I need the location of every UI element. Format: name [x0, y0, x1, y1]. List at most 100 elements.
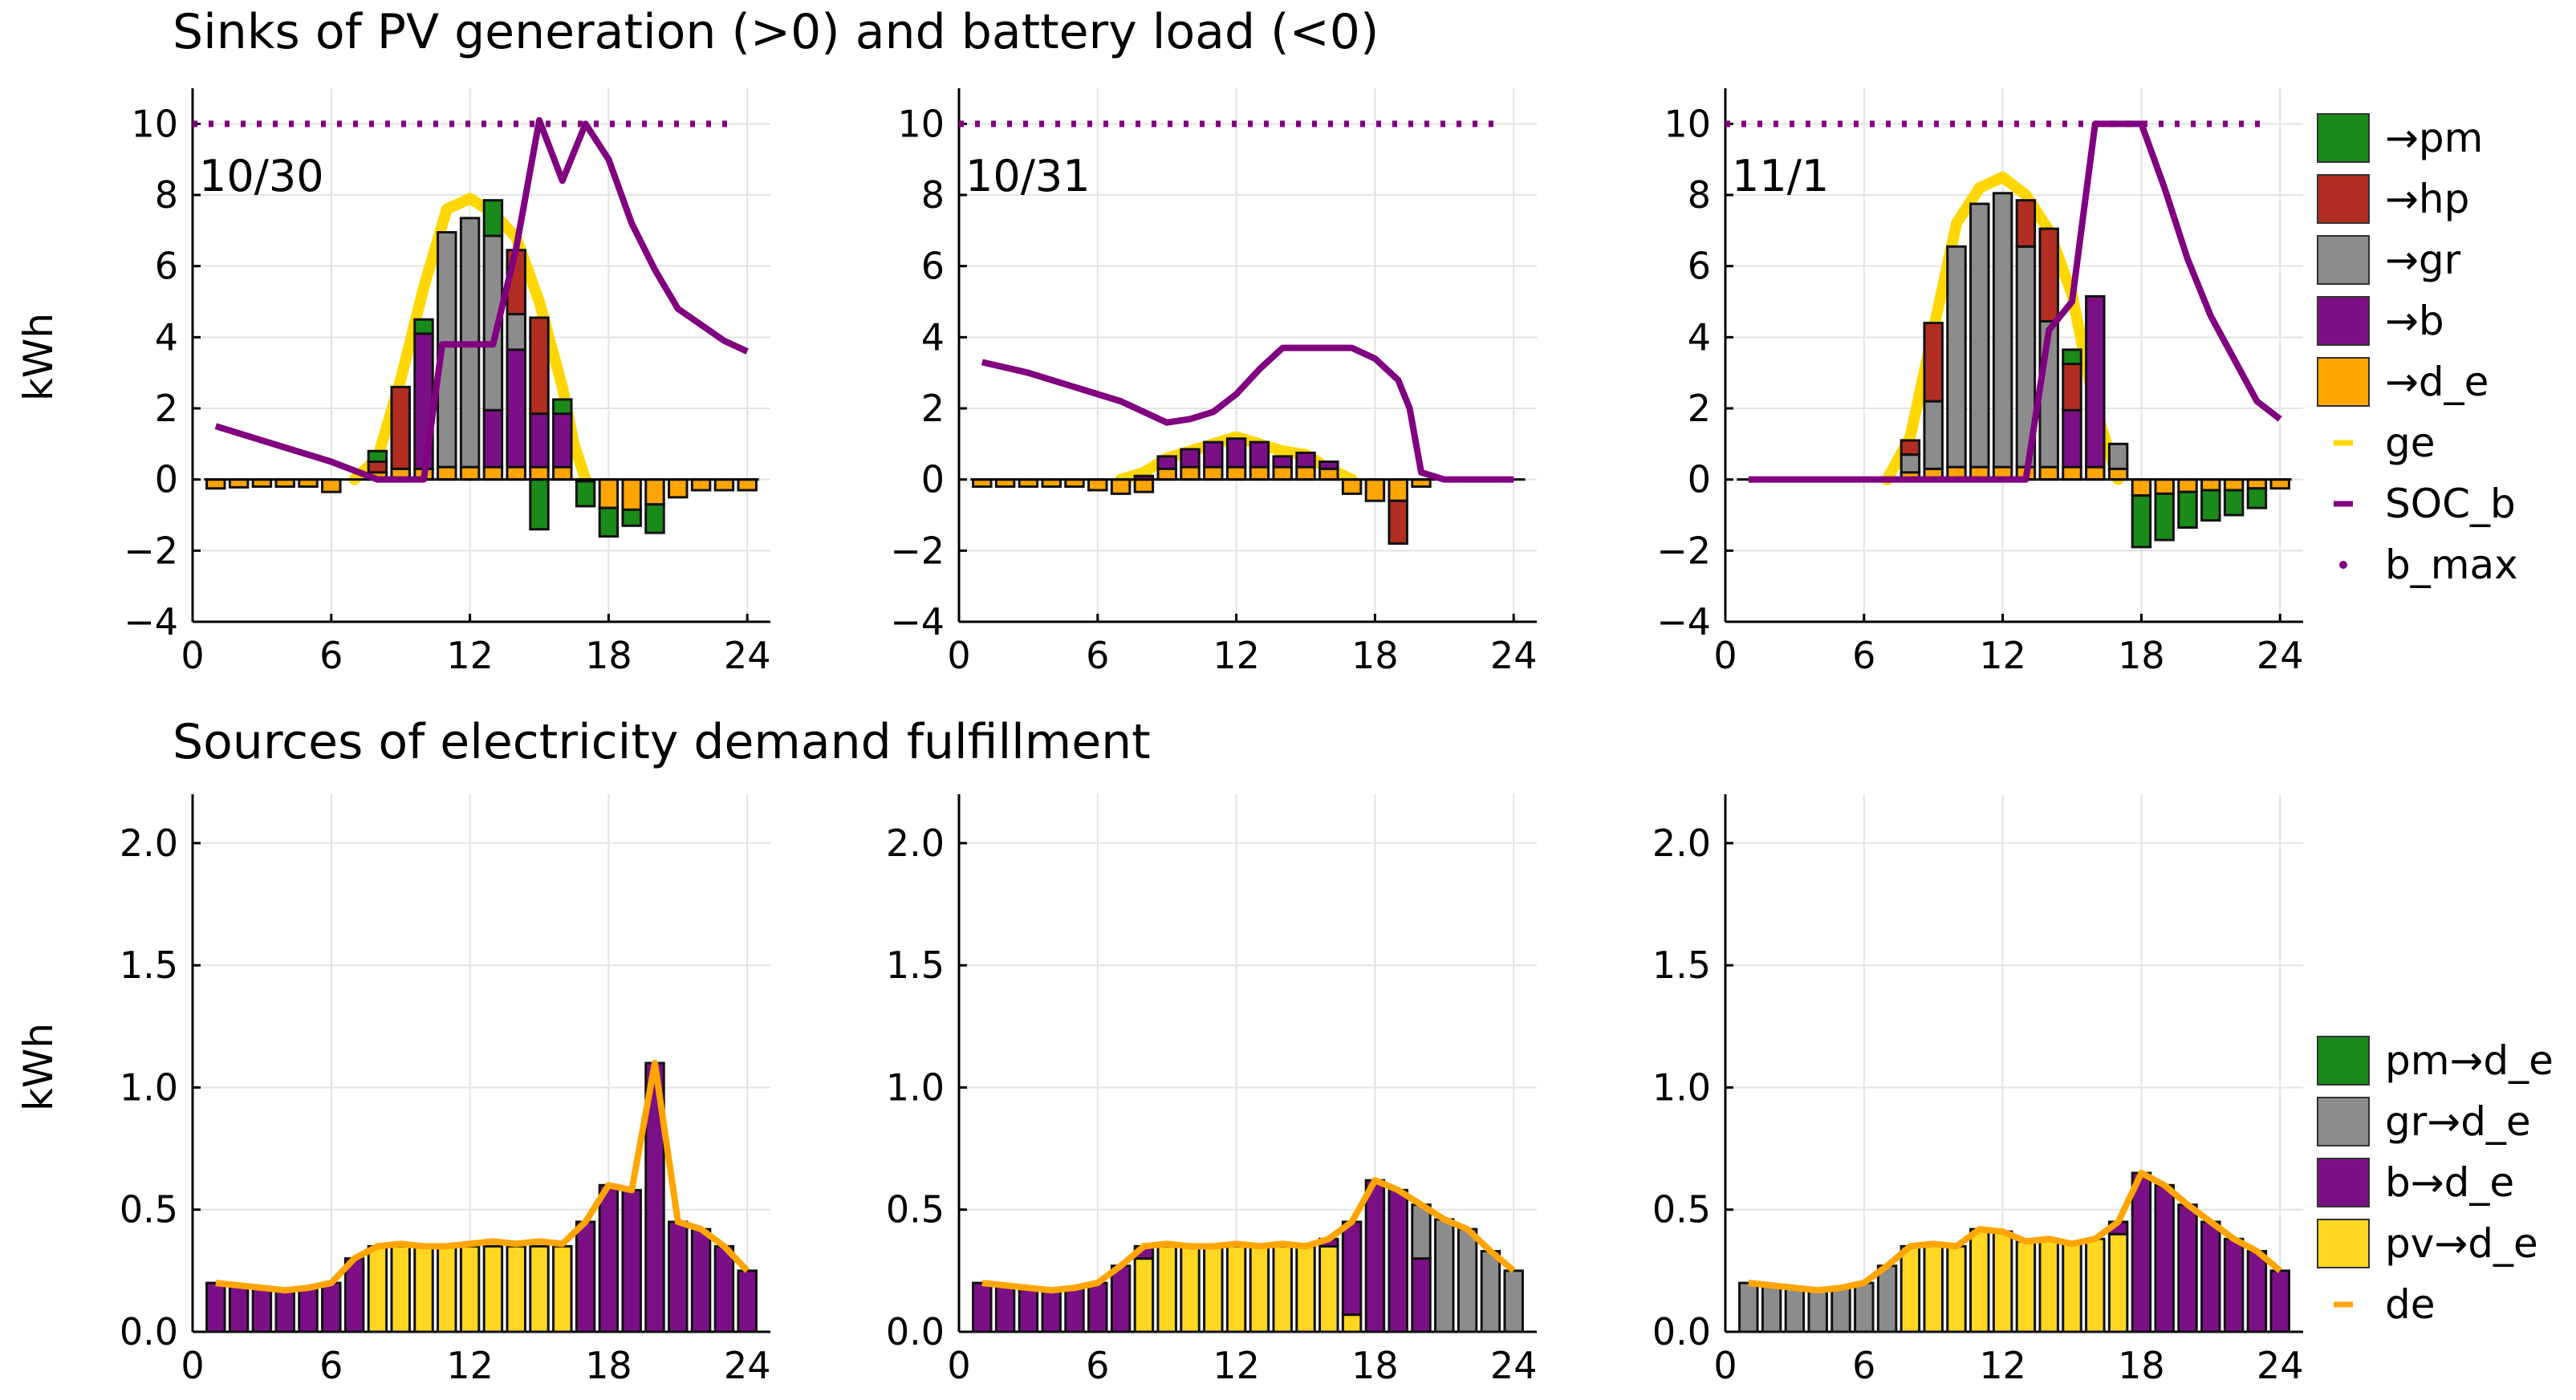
bar-gr	[1480, 1250, 1501, 1333]
bar-pv	[552, 1244, 573, 1333]
legend-label: SOC_b	[2385, 481, 2516, 527]
legend-label: gr→d_e	[2385, 1098, 2531, 1145]
bar-pm	[2062, 348, 2082, 366]
legend-swatch	[2317, 174, 2370, 224]
bar-pv	[2015, 1240, 2037, 1333]
x-tick-label: 18	[2118, 1344, 2165, 1387]
bar-b	[251, 1286, 273, 1333]
bar-b	[690, 1228, 712, 1333]
bar-d_e	[2038, 465, 2059, 481]
x-tick-label: 6	[1852, 634, 1875, 677]
x-tick-label: 12	[1213, 634, 1260, 677]
bar-pv	[2062, 1242, 2082, 1333]
y-tick-label: 8	[155, 173, 178, 217]
bar-hp	[367, 461, 388, 474]
y-tick-label: 6	[155, 245, 178, 288]
y-tick-label: 0	[921, 458, 945, 501]
bottom-ylabel: kWh	[15, 1023, 62, 1111]
bar-gr	[1969, 202, 1990, 469]
bar-neg-pm	[2200, 489, 2221, 522]
x-tick-label: 12	[1979, 634, 2026, 677]
bar-b	[1156, 455, 1177, 470]
bar-pv	[459, 1244, 481, 1333]
bar-pv	[1133, 1257, 1155, 1333]
bar-b	[994, 1284, 1016, 1333]
bar-gr	[1946, 245, 1967, 469]
y-tick-label: 0	[1688, 458, 1711, 501]
soc-line	[1748, 120, 2282, 483]
bar-neg-pm	[2154, 492, 2175, 542]
y-tick-label: −2	[1656, 529, 1711, 572]
bar-b	[1388, 1188, 1408, 1333]
bar-neg-d_e	[1364, 478, 1386, 502]
x-tick-label: 0	[1713, 634, 1737, 677]
bar-hp	[2038, 227, 2059, 323]
bar-d_e	[506, 465, 526, 481]
bar-pv	[1946, 1244, 1967, 1333]
bar-b	[1272, 455, 1293, 469]
bar-b	[1411, 1257, 1432, 1333]
bar-pv	[1341, 1313, 1363, 1333]
bar-gr	[506, 313, 526, 351]
bar-pv	[1203, 1244, 1224, 1333]
bar-b	[2200, 1220, 2221, 1333]
legend-label: pv→d_e	[2385, 1220, 2538, 1267]
y-tick-label: 0.0	[120, 1310, 178, 1353]
bar-neg-pm	[598, 506, 620, 538]
bar-d_e	[437, 465, 457, 481]
bar-b	[2085, 294, 2106, 469]
bar-b	[575, 1220, 596, 1333]
bar-b	[2269, 1269, 2290, 1333]
bar-pm	[367, 449, 388, 464]
y-tick-label: 1.5	[886, 943, 945, 987]
bar-b	[2246, 1250, 2268, 1333]
y-tick-label: 10	[897, 102, 945, 145]
x-tick-label: 24	[2257, 1344, 2304, 1387]
bar-b	[321, 1281, 342, 1333]
bar-b	[298, 1286, 319, 1333]
y-tick-label: −2	[124, 529, 178, 572]
bar-pv	[437, 1244, 457, 1333]
bar-d_e	[1272, 465, 1293, 481]
bar-d_e	[1156, 467, 1177, 481]
bar-d_e	[459, 465, 481, 481]
bar-d_e	[1180, 465, 1201, 481]
bar-pv	[1969, 1228, 1990, 1333]
bar-neg-d_e	[1133, 478, 1155, 493]
bar-pv	[1318, 1244, 1339, 1333]
bar-d_e	[1225, 465, 1247, 481]
bar-neg-d_e	[2269, 478, 2290, 490]
bar-neg-pm	[2177, 490, 2198, 530]
bar-gr	[1411, 1203, 1432, 1260]
x-tick-label: 24	[724, 1344, 771, 1387]
bar-neg-d_e	[644, 478, 665, 506]
top-row-title: Sinks of PV generation (>0) and battery …	[173, 4, 1379, 60]
legend-label: b→d_e	[2385, 1159, 2514, 1206]
bar-pv	[1156, 1244, 1177, 1333]
y-tick-label: 0.0	[1652, 1310, 1711, 1353]
panel-bottom-3: 0 6 12 18 24 0.0 0.5 1.0 1.5 2.0	[1652, 794, 2304, 1387]
y-tick-label: 1.0	[886, 1065, 945, 1109]
legend-label: b_max	[2385, 542, 2518, 588]
x-tick-label: 12	[1213, 1344, 1260, 1387]
de-line	[1748, 1170, 2282, 1294]
y-tick-label: −4	[124, 600, 178, 643]
y-tick-label: 6	[1688, 245, 1711, 288]
bar-pv	[367, 1244, 388, 1333]
bar-neg-pm	[2246, 487, 2268, 509]
bar-d_e	[2107, 467, 2129, 481]
bar-gr	[2107, 442, 2129, 470]
bar-pv	[2085, 1237, 2106, 1333]
bar-b	[1110, 1264, 1132, 1333]
bar-b	[529, 412, 550, 469]
bar-pm	[482, 199, 504, 237]
legend-bottom: pm→d_e gr→d_e b→d_e pv→d_ede	[2317, 1036, 2554, 1328]
y-tick-label: 2	[921, 387, 945, 430]
bar-b	[2223, 1237, 2245, 1333]
bar-gr	[437, 231, 457, 469]
bar-neg-pm	[2223, 489, 2245, 517]
bar-gr	[1738, 1281, 1759, 1333]
x-tick-label: 0	[947, 634, 970, 677]
bar-gr	[1923, 400, 1944, 470]
x-tick-label: 6	[319, 634, 343, 677]
